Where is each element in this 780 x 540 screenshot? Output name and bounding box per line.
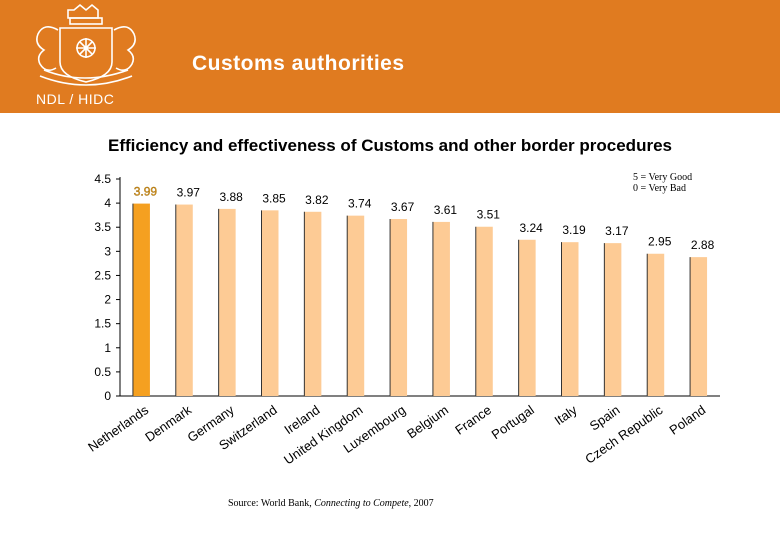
value-label: 3.74 bbox=[348, 197, 372, 211]
x-tick-label: Portugal bbox=[489, 402, 537, 442]
bar bbox=[518, 239, 536, 396]
x-tick-label: France bbox=[452, 402, 494, 437]
coat-of-arms-icon bbox=[36, 3, 136, 86]
value-label: 3.85 bbox=[262, 191, 286, 205]
bar bbox=[218, 208, 236, 396]
legend: 5 = Very Good 0 = Very Bad bbox=[633, 172, 692, 194]
value-label: 3.67 bbox=[391, 200, 415, 214]
y-tick-label: 2.5 bbox=[94, 268, 111, 282]
value-label: 3.82 bbox=[305, 193, 329, 207]
logo-text: NDL / HIDC bbox=[36, 91, 115, 107]
source-publication: Connecting to Compete bbox=[314, 498, 409, 509]
y-tick-label: 3 bbox=[104, 244, 111, 258]
bar bbox=[561, 242, 579, 396]
bar bbox=[261, 210, 279, 396]
value-label: 3.61 bbox=[434, 203, 458, 217]
y-tick-label: 2 bbox=[104, 293, 111, 307]
y-tick-label: 0.5 bbox=[94, 365, 111, 379]
y-tick-label: 4.5 bbox=[94, 172, 111, 186]
y-tick-label: 1 bbox=[104, 341, 111, 355]
source-suffix: , 2007 bbox=[408, 498, 434, 509]
x-tick-label: Belgium bbox=[404, 402, 451, 441]
y-tick-label: 1.5 bbox=[94, 317, 111, 331]
bar bbox=[432, 221, 450, 396]
x-tick-label: Poland bbox=[667, 402, 709, 438]
bar bbox=[604, 243, 622, 396]
value-label: 2.88 bbox=[691, 238, 715, 252]
source-prefix: Source: World Bank, bbox=[228, 498, 315, 509]
x-tick-label: Czech Republic bbox=[582, 402, 666, 467]
bar bbox=[475, 226, 493, 396]
y-tick-label: 0 bbox=[104, 389, 111, 403]
bar bbox=[175, 204, 193, 396]
source-note: Source: World Bank, Connecting to Compet… bbox=[228, 498, 434, 509]
legend-line-bad: 0 = Very Bad bbox=[633, 183, 686, 194]
x-tick-label: Denmark bbox=[142, 402, 194, 445]
bar bbox=[690, 257, 708, 396]
legend-line-good: 5 = Very Good bbox=[633, 172, 693, 183]
bar bbox=[304, 211, 322, 396]
bar bbox=[390, 219, 408, 396]
value-label: 3.19 bbox=[562, 223, 586, 237]
x-tick-label: Italy bbox=[552, 402, 581, 428]
header-bar: NDL / HIDC Customs authorities bbox=[0, 0, 780, 113]
page-title: Customs authorities bbox=[192, 52, 405, 75]
value-label: 3.17 bbox=[605, 224, 629, 238]
logo: NDL / HIDC bbox=[0, 0, 142, 113]
bar bbox=[647, 253, 665, 396]
value-label: 3.99 bbox=[134, 185, 158, 199]
x-tick-label: Netherlands bbox=[85, 402, 151, 455]
bar bbox=[347, 215, 365, 396]
value-label: 2.95 bbox=[648, 235, 672, 249]
value-label: 3.51 bbox=[477, 208, 501, 222]
bar bbox=[132, 203, 150, 396]
chart-title: Efficiency and effectiveness of Customs … bbox=[108, 136, 672, 155]
value-label: 3.24 bbox=[519, 221, 543, 235]
y-tick-label: 3.5 bbox=[94, 220, 111, 234]
value-label: 3.97 bbox=[177, 186, 201, 200]
y-tick-label: 4 bbox=[104, 196, 111, 210]
value-label: 3.88 bbox=[219, 190, 243, 204]
